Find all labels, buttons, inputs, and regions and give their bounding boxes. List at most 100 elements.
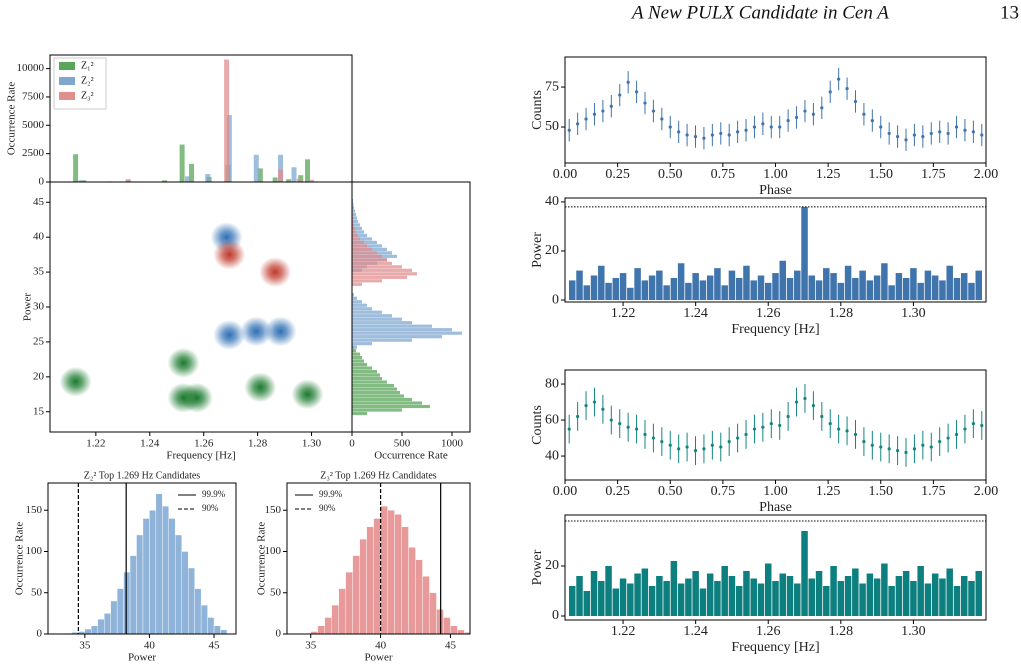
bar: [181, 551, 189, 634]
data-point: [820, 414, 824, 419]
y-tick-label: 30: [33, 301, 45, 313]
data-point: [845, 87, 849, 91]
data-point: [971, 130, 975, 134]
y-tick-label: 25: [33, 335, 45, 347]
data-point: [963, 128, 967, 132]
bar: [352, 369, 377, 374]
data-point: [576, 414, 580, 419]
bar: [352, 352, 360, 356]
bar: [162, 505, 170, 634]
bar: [352, 258, 387, 262]
y-tick-label: 20: [545, 243, 559, 258]
data-point: [761, 425, 765, 429]
y-tick-label: 100: [265, 545, 282, 557]
bar: [278, 154, 284, 182]
data-point: [592, 112, 597, 116]
data-point: [769, 125, 773, 129]
y-tick-label: 40: [545, 448, 559, 463]
bar: [352, 230, 364, 234]
data-point: [634, 90, 639, 94]
x-tick-label: 1.00: [763, 484, 788, 499]
bar: [352, 272, 417, 276]
bar: [352, 219, 358, 224]
x-tick-label: 1.24: [683, 624, 708, 639]
bar: [220, 629, 228, 634]
bar: [352, 230, 356, 234]
bar: [352, 212, 356, 217]
bar: [352, 338, 412, 342]
bar: [136, 534, 144, 634]
data-point: [626, 425, 630, 429]
bar: [194, 588, 202, 634]
x-tick-label: 0.75: [711, 167, 736, 182]
data-point: [879, 445, 883, 449]
marks: [59, 222, 324, 413]
bar: [380, 505, 388, 634]
data-point: [971, 422, 975, 426]
bar: [155, 493, 163, 634]
data-point: [921, 443, 925, 447]
x-tick-label: 0.00: [553, 167, 578, 182]
data-point: [668, 125, 672, 129]
y-axis-label: Counts: [530, 90, 545, 130]
bar: [352, 303, 367, 307]
marks: [352, 198, 462, 416]
bar: [116, 588, 124, 634]
y-tick-label: 15: [33, 405, 45, 417]
density-blob: [264, 316, 297, 347]
panel: 35 40 45 0 50 100 150 Power Occurrence Rate Z₃² T…: [256, 470, 471, 664]
y-axis-label: Occurrence Rate: [14, 522, 26, 596]
data-point: [929, 445, 933, 449]
bar: [352, 335, 442, 339]
bar: [352, 293, 354, 297]
data-point: [609, 418, 613, 422]
bar: [457, 629, 465, 634]
bar: [352, 317, 402, 321]
bar: [352, 205, 354, 210]
data-point: [643, 101, 647, 105]
data-point: [567, 128, 571, 132]
bar: [338, 588, 346, 634]
bar: [450, 625, 458, 634]
bar: [352, 223, 354, 227]
data-point: [719, 131, 723, 136]
x-tick-label: 2.00: [974, 167, 999, 182]
bar: [352, 265, 402, 269]
bar: [189, 163, 195, 182]
data-point: [929, 131, 933, 136]
data-point: [618, 93, 622, 97]
axes-frame: [564, 56, 987, 164]
data-point: [946, 436, 950, 440]
bar: [359, 538, 367, 634]
bar: [179, 144, 185, 182]
data-point: [744, 432, 748, 437]
y-tick-label: 35: [33, 266, 45, 278]
bar: [352, 240, 377, 245]
y-tick-label: 50: [270, 586, 282, 598]
x-tick-label: 1.25: [816, 167, 841, 182]
y-tick-label: 0: [552, 608, 559, 623]
data-point: [938, 130, 942, 134]
data-point: [660, 440, 664, 444]
density-blob: [291, 379, 324, 410]
data-point: [786, 414, 790, 419]
data-point: [803, 109, 807, 113]
data-point: [980, 423, 984, 428]
data-point: [685, 133, 689, 137]
data-point: [887, 447, 891, 451]
data-point: [904, 450, 908, 455]
density-blob: [259, 257, 292, 288]
data-point: [828, 422, 832, 426]
panel: 0 2500 5000 7500 10000 Occurrence Rate Z₁² Z₂² Z…: [6, 54, 353, 188]
bar: [91, 625, 98, 634]
bar: [373, 518, 381, 634]
bar: [352, 254, 382, 258]
data-point: [904, 138, 908, 142]
x-tick-label: 1.00: [763, 167, 788, 182]
bar: [394, 514, 402, 634]
x-tick-label: 2.00: [974, 484, 999, 499]
data-point: [938, 440, 942, 444]
y-tick-label: 150: [265, 504, 282, 516]
chart-title: Z₂² Top 1.269 Hz Candidates: [84, 470, 201, 481]
